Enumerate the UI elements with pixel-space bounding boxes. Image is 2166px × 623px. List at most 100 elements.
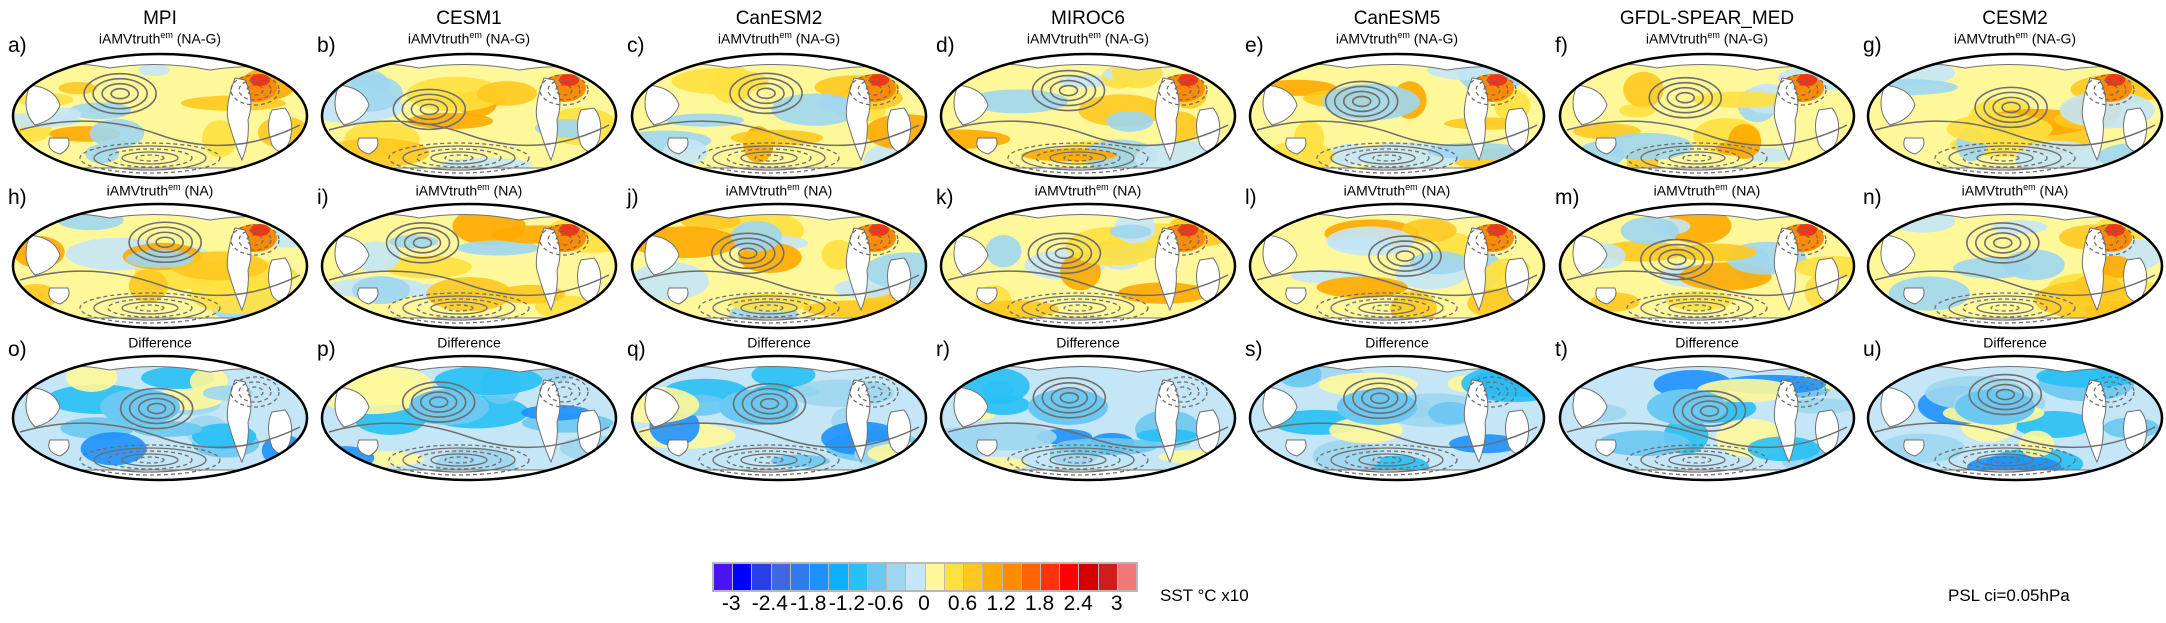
subtitle-suffix: (NA-G)	[481, 30, 531, 47]
subtitle-suffix: (NA-G)	[1719, 30, 1769, 47]
sst-psl-map	[629, 352, 929, 482]
subtitle-text: Difference	[1056, 334, 1120, 351]
colorbar-swatch	[887, 564, 906, 590]
colorbar-tick-label: -2.4	[751, 592, 788, 615]
panel-subtitle: Difference	[5, 334, 315, 351]
colorbar-tick-label: 1.8	[1025, 592, 1055, 615]
subtitle-sup: em	[1405, 182, 1418, 192]
panel-letter: p)	[317, 338, 336, 361]
subtitle-text: iAMVtruth	[1653, 182, 1716, 199]
colorbar-tick-label: 3	[1110, 592, 1123, 615]
panel-subtitle: Difference	[1860, 334, 2166, 351]
colorbar-tick-label: 1.2	[986, 592, 1016, 615]
model-title: CESM1	[436, 8, 502, 29]
panel-letter: b)	[317, 34, 336, 57]
sst-psl-map	[10, 50, 310, 180]
subtitle-suffix: (NA-G)	[172, 30, 222, 47]
colorbar-swatch	[1021, 564, 1040, 590]
panel-letter: o)	[8, 338, 27, 361]
subtitle-sup: em	[1715, 182, 1728, 192]
subtitle-suffix: (NA-G)	[791, 30, 841, 47]
colorbar-swatch	[1079, 564, 1098, 590]
panel-letter: l)	[1245, 186, 1257, 209]
subtitle-text: iAMVtruth	[1034, 182, 1097, 199]
subtitle-sup: em	[469, 30, 482, 40]
panel-letter: i)	[317, 186, 329, 209]
subtitle-text: iAMVtruth	[415, 182, 478, 199]
panel-letter: n)	[1863, 186, 1882, 209]
subtitle-suffix: (NA-G)	[2027, 30, 2077, 47]
panel-letter: k)	[936, 186, 954, 209]
panel-subtitle: iAMVtruthem (NA-G)	[1242, 30, 1552, 47]
panel-letter: c)	[627, 34, 645, 57]
panel-letter: s)	[1245, 338, 1263, 361]
model-title: CanESM5	[1353, 8, 1441, 29]
subtitle-suffix: (NA)	[2035, 182, 2069, 199]
sst-psl-map	[1865, 352, 2165, 482]
subtitle-text: iAMVtruth	[1961, 182, 2024, 199]
panel-subtitle: iAMVtruthem (NA)	[1860, 182, 2166, 199]
colorbar-swatch	[906, 564, 925, 590]
colorbar-swatch	[925, 564, 944, 590]
panel-subtitle: Difference	[1242, 334, 1552, 351]
colorbar-swatch	[867, 564, 887, 590]
panel-subtitle: iAMVtruthem (NA-G)	[933, 30, 1243, 47]
subtitle-suffix: (NA-G)	[1100, 30, 1150, 47]
panel-subtitle: iAMVtruthem (NA-G)	[314, 30, 624, 47]
panel-subtitle: iAMVtruthem (NA-G)	[624, 30, 934, 47]
colorbar-swatch	[790, 564, 810, 590]
panel-letter: g)	[1863, 34, 1882, 57]
panel-subtitle: iAMVtruthem (NA)	[5, 182, 315, 199]
panel-subtitle: iAMVtruthem (NA-G)	[1860, 30, 2166, 47]
sst-psl-map	[1557, 352, 1857, 482]
colorbar-swatch	[1060, 564, 1079, 590]
sst-colorbar	[712, 562, 1138, 592]
sst-psl-map	[1557, 200, 1857, 330]
sst-psl-map	[1247, 50, 1547, 180]
panel-subtitle: Difference	[1552, 334, 1862, 351]
panel-subtitle: iAMVtruthem (NA)	[624, 182, 934, 199]
subtitle-sup: em	[1088, 30, 1101, 40]
subtitle-text: iAMVtruth	[1645, 30, 1708, 47]
panel-letter: a)	[8, 34, 27, 57]
subtitle-sup: em	[477, 182, 490, 192]
panel-subtitle: Difference	[933, 334, 1243, 351]
colorbar-swatch	[829, 564, 848, 590]
sst-psl-map	[319, 200, 619, 330]
sst-psl-map	[629, 50, 929, 180]
subtitle-text: iAMVtruth	[106, 182, 169, 199]
colorbar-swatch	[810, 564, 829, 590]
panel-subtitle: iAMVtruthem (NA)	[933, 182, 1243, 199]
subtitle-suffix: (NA)	[1108, 182, 1142, 199]
sst-psl-map	[1557, 50, 1857, 180]
psl-contour-note: PSL ci=0.05hPa	[1948, 586, 2070, 605]
subtitle-text: Difference	[437, 334, 501, 351]
colorbar-swatch	[1098, 564, 1117, 590]
sst-psl-map	[938, 200, 1238, 330]
sst-psl-map	[319, 352, 619, 482]
colorbar-tick-label: 0	[918, 592, 930, 615]
sst-psl-map	[1247, 200, 1547, 330]
sst-psl-map	[10, 352, 310, 482]
panel-letter: h)	[8, 186, 27, 209]
colorbar-tick-label: -1.8	[790, 592, 827, 615]
subtitle-sup: em	[1096, 182, 1109, 192]
sst-psl-map	[10, 200, 310, 330]
model-title: CESM2	[1982, 8, 2048, 29]
subtitle-sup: em	[160, 30, 173, 40]
subtitle-sup: em	[787, 182, 800, 192]
colorbar-tick-label: -0.6	[867, 592, 904, 615]
panel-letter: e)	[1245, 34, 1264, 57]
subtitle-suffix: (NA)	[180, 182, 214, 199]
sst-psl-map	[938, 352, 1238, 482]
colorbar-swatch	[983, 564, 1002, 590]
subtitle-text: iAMVtruth	[98, 30, 161, 47]
sst-psl-map	[1865, 200, 2165, 330]
colorbar-swatch	[771, 564, 790, 590]
subtitle-text: iAMVtruth	[717, 30, 780, 47]
panel-letter: f)	[1555, 34, 1568, 57]
subtitle-text: Difference	[128, 334, 192, 351]
subtitle-text: iAMVtruth	[1335, 30, 1398, 47]
subtitle-sup: em	[1397, 30, 1410, 40]
